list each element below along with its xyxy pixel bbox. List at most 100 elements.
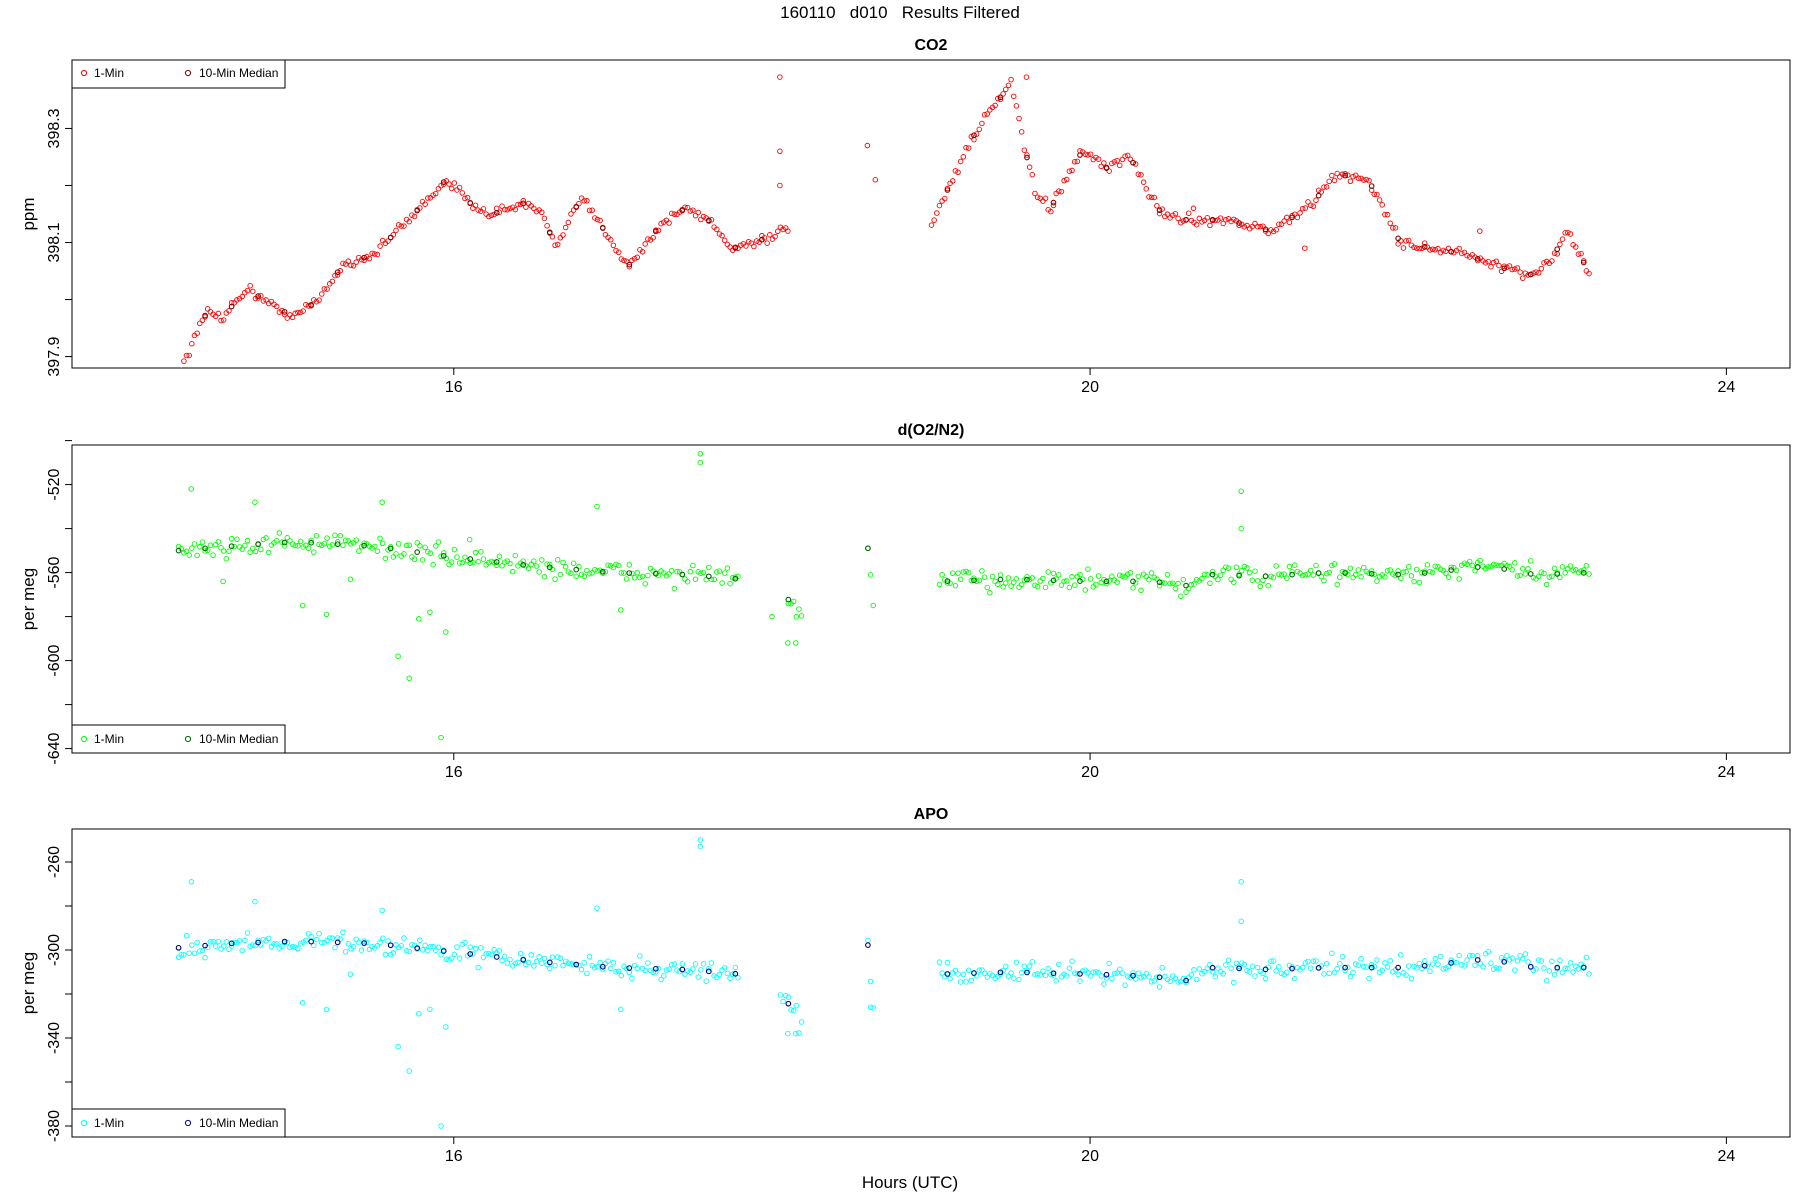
series-1-min [175,451,1592,741]
data-point [1270,574,1277,581]
data-point [729,971,736,977]
data-point [1474,564,1481,570]
data-point [1435,245,1441,252]
data-point [1257,223,1264,230]
data-point [281,938,288,945]
data-point [1517,953,1523,959]
data-point [1432,563,1439,569]
data-point [414,540,420,546]
data-point [501,206,508,213]
data-point [1496,562,1502,569]
data-point [1201,571,1208,578]
data-point [207,939,214,945]
data-point [1567,563,1574,569]
data-point [610,564,617,571]
data-point [1403,569,1409,575]
data-point [1382,574,1388,580]
data-point [1586,971,1592,977]
data-point [1501,566,1508,572]
data-point [292,310,298,317]
data-point [186,950,192,956]
data-point [658,976,664,983]
data-point [260,298,267,304]
data-point [1074,158,1081,165]
series-1-min [179,74,1592,368]
data-point [1512,266,1518,272]
data-point [220,943,227,949]
data-point [1252,220,1258,227]
data-point [939,970,945,976]
x-axis: 16 20 24 [445,368,1735,396]
data-point [1212,217,1218,224]
data-point [1018,969,1025,976]
data-point [645,960,651,966]
data-point [284,534,291,541]
data-point [350,944,357,950]
data-point [541,955,548,962]
data-point [1244,222,1250,229]
data-point [1387,567,1393,573]
data-point [1225,565,1232,571]
data-point [340,542,346,549]
data-point [642,967,648,974]
data-point [1456,952,1462,959]
data-point [1063,973,1070,979]
data-point [1408,573,1415,579]
plot-frame [71,444,1791,754]
data-point [1299,205,1306,212]
data-point [406,675,412,681]
data-point [520,200,527,207]
data-point [366,255,373,262]
data-point [1305,571,1311,577]
data-point [639,573,646,580]
data-point [1199,219,1205,225]
data-point [1504,562,1510,569]
data-point [865,942,871,949]
data-point [939,572,945,578]
x-axis-label: Hours (UTC) [862,1173,958,1192]
data-point [592,964,598,971]
data-point [1236,220,1242,226]
y-tick-label: -340 [46,1022,63,1054]
data-point [263,535,269,541]
data-point [1262,966,1269,973]
data-point [1527,963,1534,970]
data-point [1164,571,1171,578]
data-point [780,226,786,233]
data-point [1456,576,1462,582]
data-point [618,1006,624,1013]
data-point [507,205,513,212]
data-point [300,308,306,314]
data-point [1315,192,1322,199]
data-point [1119,156,1126,163]
data-point [308,938,314,945]
data-point [952,967,959,974]
data-point [1374,578,1380,584]
data-point [1124,973,1131,979]
data-point [1143,970,1150,977]
data-point [1371,571,1378,578]
data-point [976,126,983,133]
data-point [705,968,712,975]
data-point [1395,971,1401,978]
data-point [727,975,733,981]
data-point [1533,966,1539,972]
data-point [512,552,519,559]
data-point [1156,583,1163,589]
data-point [589,207,595,213]
data-point [395,653,401,659]
data-point [1050,199,1057,206]
data-point [361,540,367,546]
data-point [1305,199,1311,205]
data-point [493,954,500,960]
data-point [1307,965,1314,971]
data-point [1143,573,1150,580]
data-point [1162,973,1168,980]
data-point [401,223,407,229]
data-point [547,561,553,568]
data-point [1103,578,1110,585]
data-point [438,952,444,958]
data-point [1323,961,1330,967]
data-point [459,559,466,566]
data-point [557,571,564,578]
